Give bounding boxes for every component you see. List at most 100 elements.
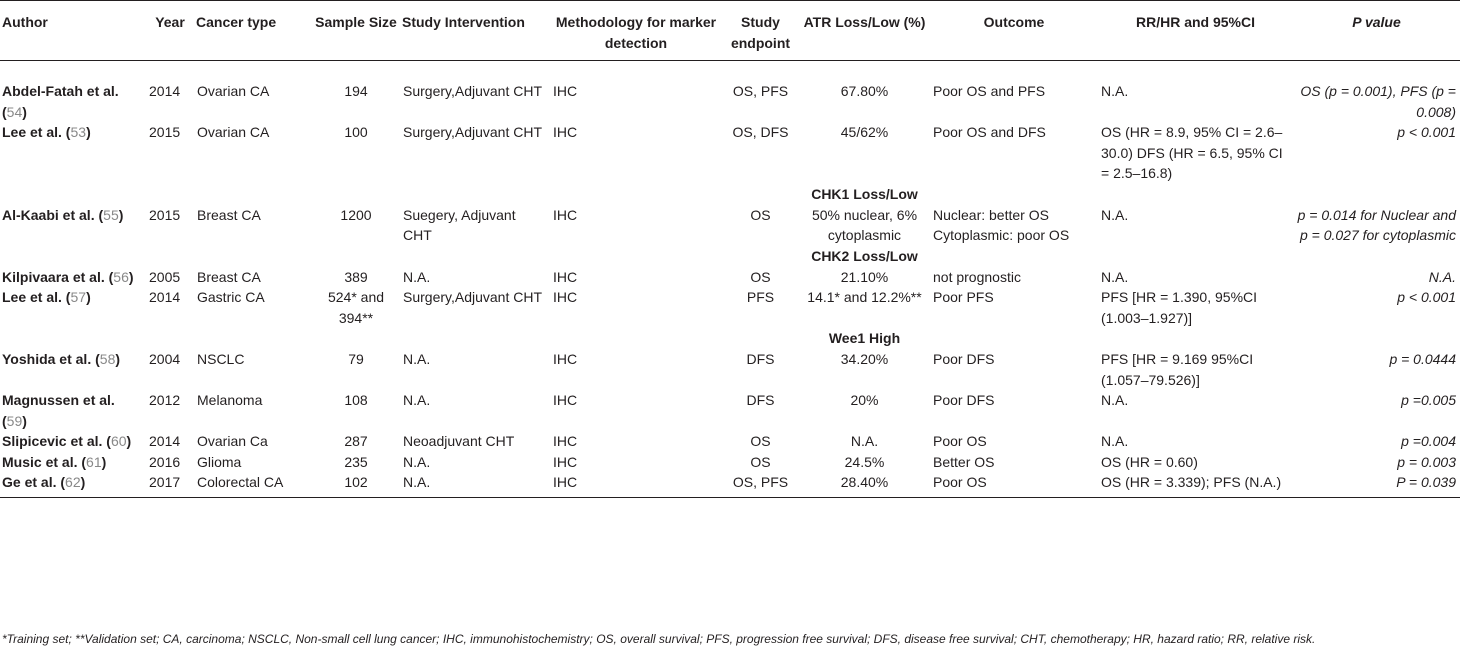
section-spacer (550, 246, 722, 267)
header-outcome: Outcome (930, 0, 1098, 61)
cell-rr-hr: PFS [HR = 9.169 95%CI (1.057–79.526)] (1101, 351, 1254, 388)
section-spacer (930, 246, 1098, 267)
cell-outcome: Poor DFS (933, 392, 995, 408)
cell-p-value: P = 0.039 (1293, 472, 1460, 498)
section-spacer (722, 246, 799, 267)
author-ref: 57 (70, 289, 87, 305)
author-paren-close: ) (128, 268, 134, 285)
cell-p-value: p = 0.014 for Nuclear and p = 0.027 for … (1297, 206, 1456, 244)
section-spacer (400, 328, 550, 349)
cell-sample-size: 79 (348, 351, 364, 367)
cell-author: Lee et al. (53) (0, 122, 146, 184)
cell-p-value: p =0.005 (1401, 392, 1456, 408)
cell-endpoint: OS, DFS (732, 124, 789, 140)
table-row: Lee et al. (57) 2014 Gastric CA 524* and 39… (0, 287, 1460, 328)
cell-p-value: N.A. (1428, 268, 1456, 285)
cell-intervention: Surgery,Adjuvant CHT (403, 83, 543, 99)
cell-endpoint: OS (750, 433, 771, 449)
cell-sample-size: 287 (344, 433, 368, 449)
header-rr-hr: RR/HR and 95%CI (1098, 0, 1293, 61)
cell-p-value: OS (p = 0.001), PFS (p = 0.008) (1300, 83, 1456, 120)
cell-author: Slipicevic et al. (60) (0, 431, 146, 452)
section-spacer (194, 246, 312, 267)
cell-rr-hr: N.A. (1101, 83, 1129, 99)
cell-rr-hr: PFS [HR = 1.390, 95%CI (1.003–1.927)] (1101, 289, 1258, 326)
cell-cancer-type: Colorectal CA (194, 472, 312, 498)
cell-rr-hr: OS (HR = 8.9, 95% CI = 2.6–30.0) DFS (HR… (1101, 124, 1283, 181)
cell-outcome: Better OS (933, 453, 995, 470)
author-name: Abdel-Fatah et al. (2, 83, 119, 99)
cell-endpoint: OS (750, 453, 771, 470)
header-study-intervention: Study Intervention (400, 0, 550, 61)
cell-cancer-type: Breast CA (197, 206, 261, 223)
data-table: Author Year Cancer type Sample Size Stud… (0, 0, 1460, 498)
cell-year: 2015 (149, 206, 181, 223)
header-author: Author (0, 0, 146, 61)
table-row: Yoshida et al. (58) 2004 NSCLC 79 N.A. IHC DFS… (0, 349, 1460, 390)
cell-rr-hr: N.A. (1101, 268, 1129, 285)
cell-year: 2012 (149, 392, 181, 408)
cell-marker: 24.5% (844, 453, 885, 470)
header-p-value: P value (1293, 0, 1460, 61)
cell-author: Music et al. (61) (0, 452, 146, 473)
section-spacer (194, 184, 312, 205)
cell-endpoint: PFS (746, 289, 775, 305)
cell-p-value: p < 0.001 (1397, 124, 1456, 140)
author-ref: 62 (65, 474, 81, 490)
cell-author: Ge et al. (62) (0, 472, 146, 498)
author-name: Kilpivaara et al. (2, 268, 105, 285)
header-row: Author Year Cancer type Sample Size Stud… (0, 0, 1460, 61)
author-name: Ge et al. (2, 474, 57, 490)
author-name: Al-Kaabi et al. (2, 206, 95, 223)
section-spacer (312, 184, 400, 205)
cell-year: 2014 (149, 83, 181, 99)
cell-endpoint: OS (750, 268, 771, 285)
section-spacer (722, 328, 799, 349)
cell-author: Abdel-Fatah et al. (54) (0, 61, 146, 123)
section-spacer (312, 246, 400, 267)
cell-outcome: Poor OS and DFS (933, 124, 1046, 140)
author-ref: 59 (6, 412, 23, 429)
cell-intervention: Surgery,Adjuvant CHT (403, 124, 543, 140)
cell-outcome: Poor DFS (933, 351, 995, 367)
section-spacer (1293, 246, 1460, 267)
cell-author: Kilpivaara et al. (56) (0, 267, 146, 288)
cell-sample-size: 108 (344, 392, 368, 408)
table-row: Music et al. (61) 2016 Glioma 235 N.A. IHC OS 2… (0, 452, 1460, 473)
table-row: Lee et al. (53) 2015 Ovarian CA 100 Surgery,… (0, 122, 1460, 184)
author-name: Lee et al. (2, 289, 62, 305)
cell-endpoint: OS, PFS (722, 472, 799, 498)
author-paren-close: ) (80, 474, 86, 490)
cell-sample-size: 389 (344, 268, 368, 285)
cell-sample-size: 194 (344, 83, 368, 99)
cell-method: IHC (553, 124, 578, 140)
cell-method: IHC (553, 83, 578, 99)
cell-p-value: p =0.004 (1401, 433, 1456, 449)
cell-method: IHC (553, 268, 578, 285)
section-spacer (930, 184, 1098, 205)
cell-cancer-type: Gastric CA (197, 289, 265, 305)
section-spacer (0, 246, 146, 267)
section-spacer (146, 246, 194, 267)
cell-method: IHC (553, 206, 578, 223)
cell-endpoint: DFS (746, 351, 775, 367)
cell-year: 2017 (146, 472, 194, 498)
cell-marker: 14.1* and 12.2%** (807, 289, 922, 305)
author-paren-open: ( (56, 474, 66, 490)
section-spacer (194, 328, 312, 349)
cell-cancer-type: Breast CA (197, 268, 261, 285)
author-ref: 53 (70, 124, 87, 140)
cell-sample-size: 235 (344, 453, 368, 470)
section-row: Wee1 High (0, 328, 1460, 349)
section-spacer (0, 328, 146, 349)
header-cancer-type: Cancer type (194, 0, 312, 61)
cell-method: IHC (553, 453, 578, 470)
cell-outcome: Poor OS (933, 433, 987, 449)
cell-intervention: N.A. (403, 268, 431, 285)
cell-outcome: Poor OS and PFS (933, 83, 1046, 99)
author-name: Music et al. (2, 453, 78, 470)
cell-marker: 21.10% (840, 268, 889, 285)
section-spacer (0, 184, 146, 205)
cell-rr-hr: OS (HR = 0.60) (1101, 453, 1198, 470)
